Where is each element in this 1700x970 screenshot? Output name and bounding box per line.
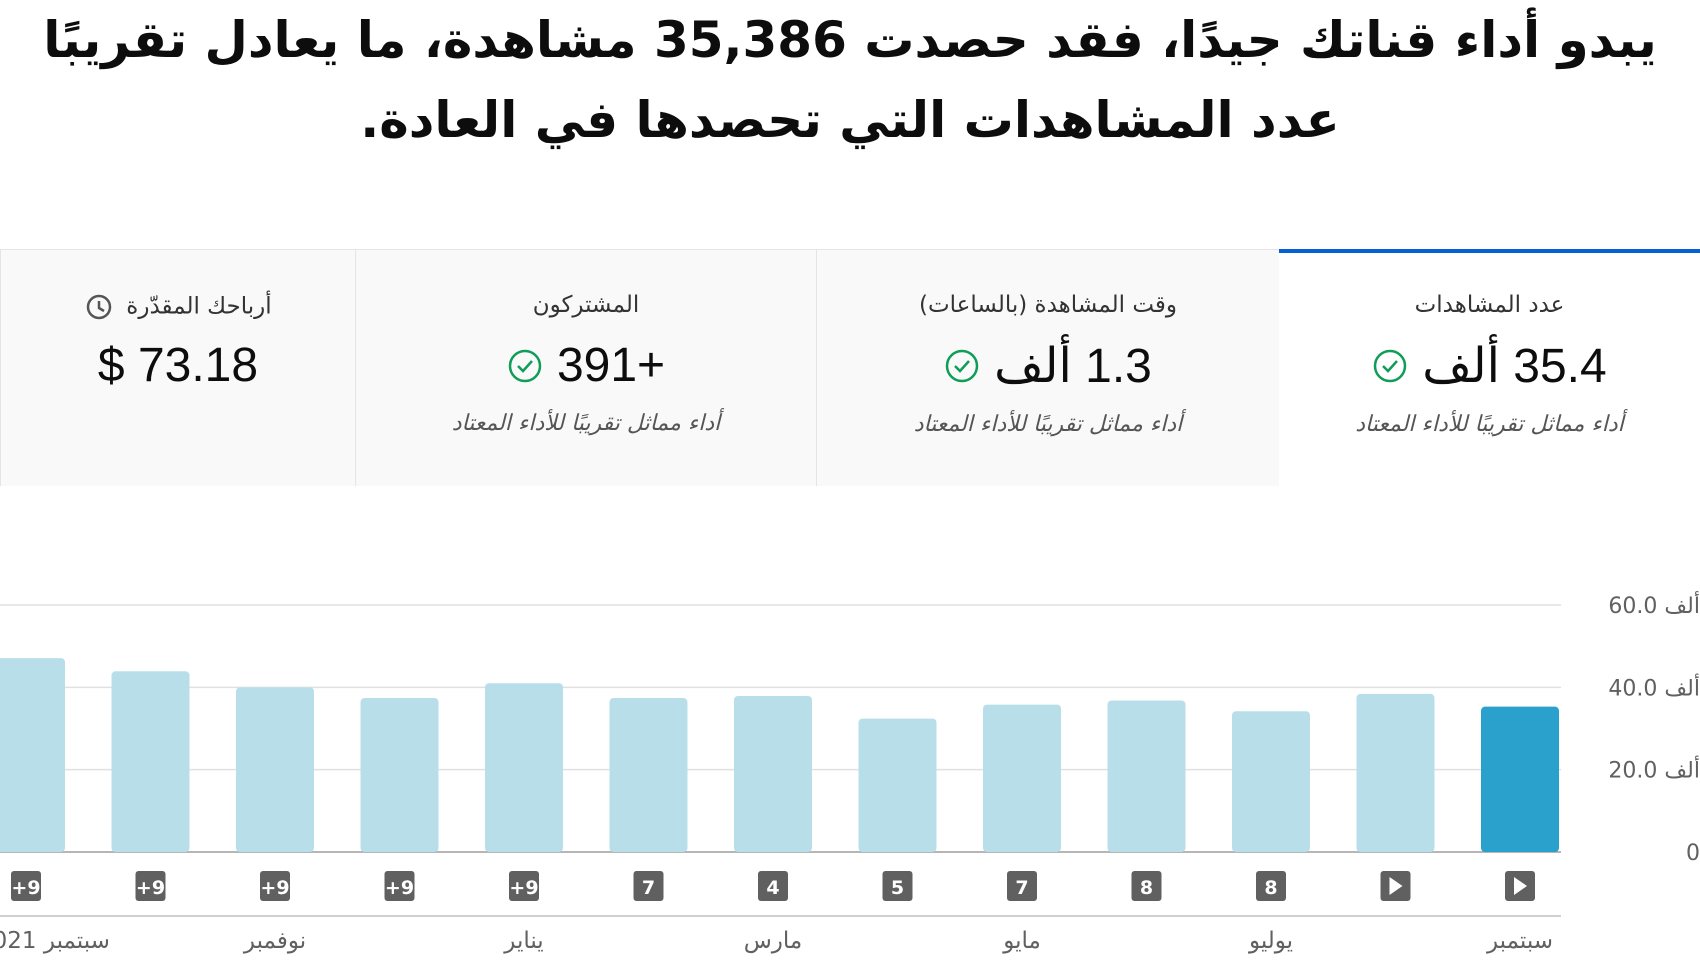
card-note: أداء مماثل تقريبًا للأداء المعتاد bbox=[1355, 412, 1624, 437]
card-title: وقت المشاهدة (بالساعات) bbox=[817, 292, 1279, 322]
metric-card[interactable]: عدد المشاهدات 35.4 ألف أداء مماثل تقريبًا … bbox=[1279, 249, 1700, 486]
card-value-text: 73.18 $ bbox=[97, 339, 259, 392]
card-title: عدد المشاهدات bbox=[1279, 292, 1700, 322]
badge-label: 5 bbox=[891, 877, 904, 899]
badge-label: 7 bbox=[1015, 877, 1028, 899]
bar bbox=[236, 687, 314, 852]
bar bbox=[734, 695, 812, 852]
badge bbox=[633, 871, 664, 901]
badge bbox=[1256, 871, 1286, 901]
bar bbox=[609, 698, 688, 852]
badge-label: +9 bbox=[385, 877, 414, 899]
badge bbox=[11, 871, 41, 901]
card-title-text: المشتركون bbox=[532, 292, 640, 318]
bar bbox=[0, 658, 65, 852]
x-tick-label: يوليو bbox=[1248, 928, 1293, 954]
badge-label: +9 bbox=[136, 877, 165, 899]
badge bbox=[758, 871, 788, 901]
badge bbox=[260, 871, 290, 901]
badge bbox=[1007, 871, 1037, 901]
card-value: +391 bbox=[356, 338, 816, 393]
badge-label: 8 bbox=[1264, 877, 1277, 899]
card-value: 1.3 ألف bbox=[817, 338, 1279, 394]
play-icon bbox=[1514, 877, 1527, 895]
bar bbox=[360, 698, 439, 852]
card-note: أداء مماثل تقريبًا للأداء المعتاد bbox=[451, 411, 721, 436]
card-title-text: عدد المشاهدات bbox=[1414, 292, 1565, 318]
headline: يبدو أداء قناتك جيدًا، فقد حصدت 35,386 م… bbox=[0, 0, 1700, 160]
bar bbox=[485, 683, 563, 852]
metric-card[interactable]: أرباحك المقدّرة 73.18 $ bbox=[0, 249, 355, 486]
badge bbox=[135, 871, 166, 901]
y-tick-label: 40.0 ألف bbox=[1608, 673, 1700, 701]
metric-card[interactable]: وقت المشاهدة (بالساعات) 1.3 ألف أداء مماثل… bbox=[816, 249, 1279, 486]
play-icon bbox=[1389, 877, 1403, 895]
badge-label: 8 bbox=[1140, 877, 1153, 899]
card-title-text: وقت المشاهدة (بالساعات) bbox=[918, 292, 1178, 318]
x-tick-label: مايو bbox=[1002, 928, 1041, 954]
badge bbox=[509, 871, 539, 901]
card-note: أداء مماثل تقريبًا للأداء المعتاد bbox=[913, 412, 1183, 437]
y-tick-label: 60.0 ألف bbox=[1608, 591, 1700, 619]
badge-label: 7 bbox=[642, 877, 655, 899]
bar bbox=[1232, 711, 1310, 852]
headline-line: عدد المشاهدات التي تحصدها في العادة. bbox=[360, 91, 1340, 149]
card-value-text: 1.3 ألف bbox=[994, 340, 1152, 393]
y-tick-label: 0 bbox=[1686, 841, 1700, 866]
x-tick-label: سبتمبر bbox=[1486, 928, 1553, 954]
card-value: 35.4 ألف bbox=[1279, 338, 1700, 394]
clock-icon bbox=[87, 294, 112, 320]
bar bbox=[858, 718, 937, 852]
x-tick-label: يناير bbox=[503, 928, 543, 954]
card-title: أرباحك المقدّرة bbox=[1, 292, 355, 322]
x-tick-label: مارس bbox=[744, 928, 803, 954]
bar bbox=[1107, 700, 1186, 852]
card-title: المشتركون bbox=[356, 292, 816, 322]
card-value: 73.18 $ bbox=[1, 338, 355, 393]
badge bbox=[384, 871, 415, 901]
check-icon bbox=[1374, 349, 1407, 383]
card-title-text: أرباحك المقدّرة bbox=[126, 293, 272, 320]
card-value-text: 35.4 ألف bbox=[1422, 340, 1607, 393]
metric-cards: عدد المشاهدات 35.4 ألف أداء مماثل تقريبًا … bbox=[0, 249, 1700, 486]
card-value-text: +391 bbox=[556, 339, 666, 392]
badge-label: +9 bbox=[260, 877, 289, 899]
bar bbox=[1481, 706, 1559, 852]
badge-label: 4 bbox=[766, 877, 779, 899]
badge-label: +9 bbox=[11, 877, 40, 899]
badge bbox=[882, 871, 913, 901]
badge bbox=[1131, 871, 1162, 901]
x-tick-label: سبتمبر 2021 bbox=[0, 928, 110, 954]
metric-card[interactable]: المشتركون +391 أداء مماثل تقريبًا للأداء ا… bbox=[355, 249, 816, 486]
check-icon bbox=[508, 349, 542, 382]
headline-line: يبدو أداء قناتك جيدًا، فقد حصدت 35,386 م… bbox=[43, 11, 1657, 69]
check-icon bbox=[945, 349, 979, 383]
badge-label: +9 bbox=[509, 877, 538, 899]
x-tick-label: نوفمبر bbox=[243, 928, 306, 954]
bar bbox=[111, 671, 190, 852]
y-tick-label: 20.0 ألف bbox=[1608, 756, 1700, 784]
bar bbox=[983, 704, 1061, 852]
bar bbox=[1356, 693, 1435, 852]
